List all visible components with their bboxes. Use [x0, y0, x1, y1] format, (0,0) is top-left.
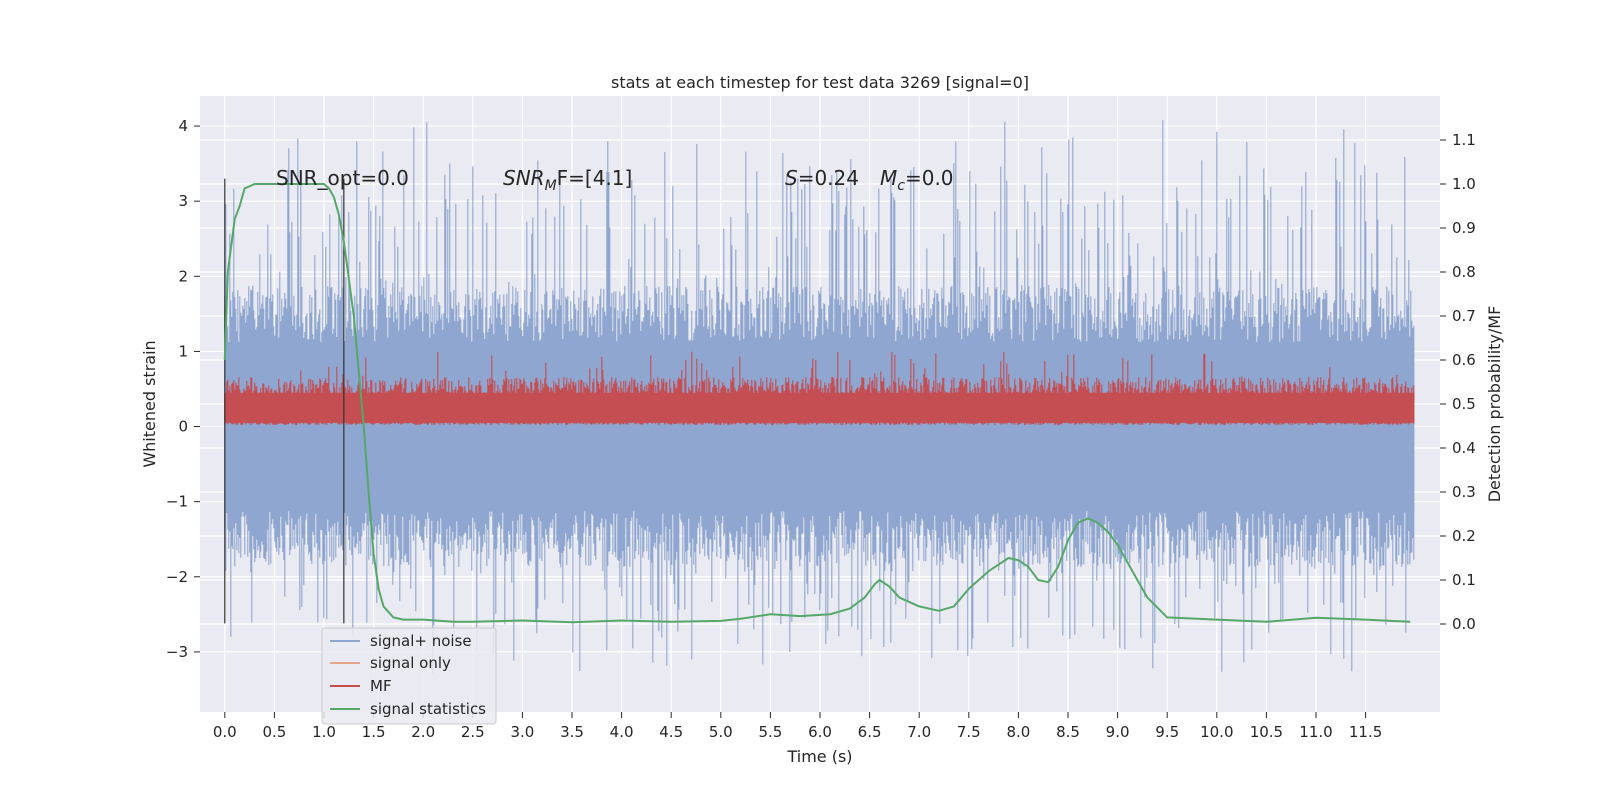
mf-trace [224, 351, 1415, 425]
annotation-mc-value: =0.0 [905, 166, 954, 190]
x-tick-label: 4.5 [659, 723, 683, 741]
right-tick-label: 0.9 [1452, 219, 1476, 237]
annotation-mc-sub: c [897, 178, 905, 194]
x-tick-label: 5.0 [709, 723, 733, 741]
legend-label-signal-only: signal only [370, 654, 451, 672]
x-tick-label: 3.0 [510, 723, 534, 741]
left-tick-label: −2 [166, 568, 188, 586]
right-tick-label: 0.6 [1452, 351, 1476, 369]
x-axis-ticks: 0.0 0.5 1.0 1.5 2.0 2.5 3.0 3.5 4.0 4.5 5.0 5.5 6.0 6… [213, 712, 1382, 741]
x-tick-label: 2.0 [411, 723, 435, 741]
annotation-s: S=0.24 [785, 166, 859, 190]
vertical-markers [224, 178, 345, 624]
x-tick-label: 7.0 [907, 723, 931, 741]
x-tick-label: 6.5 [858, 723, 882, 741]
x-tick-label: 2.5 [461, 723, 485, 741]
x-axis-label: Time (s) [786, 747, 852, 766]
x-tick-label: 0.0 [213, 723, 237, 741]
x-tick-label: 9.5 [1155, 723, 1179, 741]
legend-box [321, 627, 497, 725]
x-tick-label: 5.5 [758, 723, 782, 741]
x-tick-label: 8.0 [1006, 723, 1030, 741]
legend: signal+ noise signal only MF signal stat… [321, 627, 497, 725]
left-tick-label: −1 [166, 493, 188, 511]
right-tick-label: 0.7 [1452, 307, 1476, 325]
right-tick-label: 0.8 [1452, 263, 1476, 281]
x-tick-label: 1.5 [362, 723, 386, 741]
annotation-s-label: S [785, 166, 798, 190]
x-tick-label: 9.0 [1106, 723, 1130, 741]
x-tick-label: 11.5 [1349, 723, 1382, 741]
left-tick-label: −3 [166, 643, 188, 661]
x-tick-label: 3.5 [560, 723, 584, 741]
right-tick-label: 1.0 [1452, 175, 1476, 193]
annotation-snr-opt: SNR_opt=0.0 [276, 166, 409, 190]
right-axis-label: Detection probability/MF [1485, 306, 1504, 503]
annotation-snr-mf: SNRMF=[4.1] [503, 166, 632, 194]
left-tick-label: 0 [178, 418, 188, 436]
legend-label-signal-noise: signal+ noise [370, 632, 472, 650]
right-axis-ticks: 1.1 1.0 0.9 0.8 0.7 0.6 0.5 0.4 0.3 0.2 0.1 0.0 [1440, 131, 1476, 633]
left-tick-label: 3 [178, 192, 188, 210]
x-tick-label: 4.0 [610, 723, 634, 741]
signal-noise-trace [224, 120, 1415, 674]
x-tick-label: 0.5 [262, 723, 286, 741]
legend-label-signal-statistics: signal statistics [370, 700, 486, 718]
left-axis-label: Whitened strain [140, 340, 159, 467]
right-tick-label: 0.3 [1452, 483, 1476, 501]
annotation-mc-label: M [880, 166, 897, 190]
legend-label-mf: MF [370, 677, 392, 695]
signal-statistics-line [223, 183, 1411, 624]
x-tick-label: 11.0 [1299, 723, 1332, 741]
x-tick-label: 10.5 [1250, 723, 1283, 741]
left-tick-label: 1 [178, 342, 188, 360]
annotation-mc: Mc=0.0 [880, 166, 954, 194]
signal-statistics-trace [223, 183, 1411, 624]
x-tick-label: 10.0 [1200, 723, 1233, 741]
x-tick-label: 8.5 [1056, 723, 1080, 741]
annotation-snr-mf-tail: F=[4.1] [557, 166, 633, 190]
left-axis-ticks: 4 3 2 1 0 −1 −2 −3 [166, 117, 200, 661]
right-tick-label: 1.1 [1452, 131, 1476, 149]
right-tick-label: 0.5 [1452, 395, 1476, 413]
annotation-snr-mf-sub: M [545, 178, 557, 194]
right-tick-label: 0.1 [1452, 571, 1476, 589]
chart-title: stats at each timestep for test data 326… [611, 73, 1029, 92]
right-tick-label: 0.4 [1452, 439, 1476, 457]
annotation-snr-mf-main: SNR [503, 166, 545, 190]
x-tick-label: 1.0 [312, 723, 336, 741]
annotation-s-value: =0.24 [798, 166, 859, 190]
left-tick-label: 4 [178, 117, 188, 135]
x-tick-label: 7.5 [957, 723, 981, 741]
left-tick-label: 2 [178, 267, 188, 285]
x-tick-label: 6.0 [808, 723, 832, 741]
right-tick-label: 0.2 [1452, 527, 1476, 545]
right-tick-label: 0.0 [1452, 615, 1476, 633]
